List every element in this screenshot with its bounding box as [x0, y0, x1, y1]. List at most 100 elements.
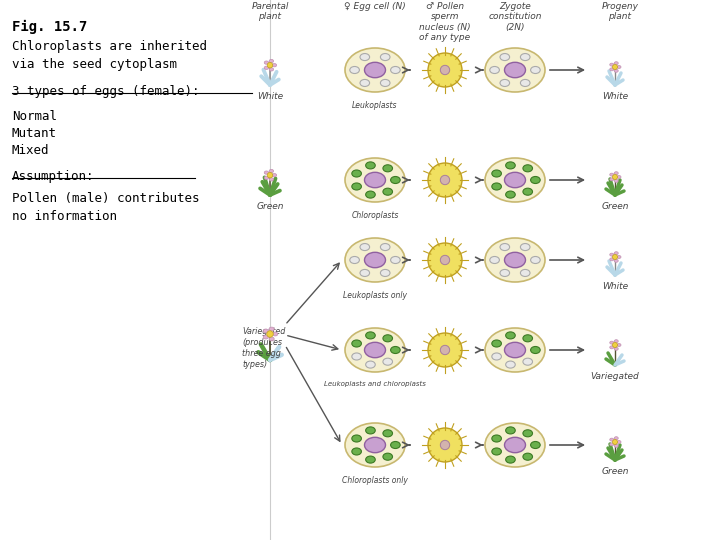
Circle shape [613, 254, 618, 260]
Ellipse shape [610, 63, 613, 66]
Ellipse shape [269, 327, 274, 331]
Ellipse shape [390, 66, 400, 73]
Ellipse shape [383, 430, 392, 437]
Ellipse shape [610, 68, 613, 71]
Ellipse shape [492, 183, 501, 190]
Ellipse shape [380, 244, 390, 251]
Ellipse shape [505, 172, 526, 188]
Ellipse shape [505, 361, 516, 368]
Ellipse shape [610, 178, 613, 181]
Ellipse shape [614, 259, 618, 262]
Ellipse shape [364, 437, 385, 453]
Ellipse shape [264, 335, 269, 339]
Ellipse shape [610, 253, 613, 256]
Ellipse shape [366, 332, 375, 339]
Ellipse shape [500, 79, 510, 86]
Ellipse shape [614, 340, 618, 343]
Circle shape [613, 440, 618, 444]
Ellipse shape [441, 440, 450, 450]
Ellipse shape [264, 61, 269, 64]
Ellipse shape [531, 177, 540, 184]
Circle shape [613, 64, 618, 70]
Ellipse shape [364, 172, 385, 188]
Text: Mutant: Mutant [12, 127, 57, 140]
Text: White: White [602, 92, 628, 101]
Ellipse shape [610, 346, 613, 349]
Circle shape [266, 330, 274, 338]
Ellipse shape [610, 173, 613, 176]
Ellipse shape [505, 456, 516, 463]
Ellipse shape [485, 423, 545, 467]
Ellipse shape [490, 256, 500, 264]
Ellipse shape [523, 188, 533, 195]
Ellipse shape [523, 335, 533, 342]
Ellipse shape [390, 256, 400, 264]
Ellipse shape [614, 444, 618, 447]
Ellipse shape [380, 53, 390, 60]
Text: White: White [602, 282, 628, 291]
Ellipse shape [390, 347, 400, 354]
Ellipse shape [360, 244, 369, 251]
Ellipse shape [345, 423, 405, 467]
Ellipse shape [383, 335, 392, 342]
Ellipse shape [383, 165, 392, 172]
Ellipse shape [269, 170, 274, 173]
Ellipse shape [614, 252, 618, 255]
Ellipse shape [352, 435, 361, 442]
Text: Leukoplasts only: Leukoplasts only [343, 291, 407, 300]
Ellipse shape [364, 342, 385, 357]
Ellipse shape [352, 353, 361, 360]
Ellipse shape [345, 328, 405, 372]
Ellipse shape [345, 48, 405, 92]
Text: Green: Green [256, 202, 284, 211]
Circle shape [613, 342, 618, 348]
Ellipse shape [505, 62, 526, 78]
Circle shape [428, 53, 462, 87]
Text: Mixed: Mixed [12, 144, 50, 157]
Ellipse shape [500, 269, 510, 276]
Ellipse shape [269, 178, 274, 181]
Ellipse shape [610, 341, 613, 344]
Ellipse shape [366, 427, 375, 434]
Ellipse shape [264, 329, 269, 333]
Ellipse shape [364, 252, 385, 268]
Ellipse shape [366, 191, 375, 198]
Ellipse shape [441, 345, 450, 355]
Ellipse shape [360, 53, 369, 60]
Ellipse shape [364, 62, 385, 78]
Ellipse shape [614, 179, 618, 183]
Ellipse shape [617, 255, 621, 259]
Ellipse shape [345, 238, 405, 282]
Ellipse shape [352, 183, 361, 190]
Ellipse shape [264, 171, 269, 174]
Text: Variegated: Variegated [590, 372, 639, 381]
Ellipse shape [485, 48, 545, 92]
Text: Fig. 15.7: Fig. 15.7 [12, 20, 87, 34]
Circle shape [267, 63, 273, 68]
Ellipse shape [505, 191, 516, 198]
Ellipse shape [617, 176, 621, 179]
Ellipse shape [500, 244, 510, 251]
Ellipse shape [350, 256, 359, 264]
Ellipse shape [441, 65, 450, 75]
Circle shape [428, 333, 462, 367]
Ellipse shape [617, 441, 621, 443]
Ellipse shape [531, 66, 540, 73]
Ellipse shape [521, 79, 530, 86]
Ellipse shape [390, 177, 400, 184]
Ellipse shape [521, 53, 530, 60]
Ellipse shape [617, 65, 621, 69]
Text: Progeny
plant: Progeny plant [601, 2, 639, 22]
Ellipse shape [614, 172, 618, 175]
Ellipse shape [521, 244, 530, 251]
Ellipse shape [505, 427, 516, 434]
Text: Leukoplasts and chloroplasts: Leukoplasts and chloroplasts [324, 381, 426, 387]
Ellipse shape [505, 252, 526, 268]
Ellipse shape [485, 158, 545, 202]
Ellipse shape [485, 328, 545, 372]
Text: Green: Green [601, 202, 629, 211]
Ellipse shape [492, 170, 501, 177]
Ellipse shape [614, 347, 618, 350]
Ellipse shape [380, 269, 390, 276]
Ellipse shape [614, 62, 618, 65]
